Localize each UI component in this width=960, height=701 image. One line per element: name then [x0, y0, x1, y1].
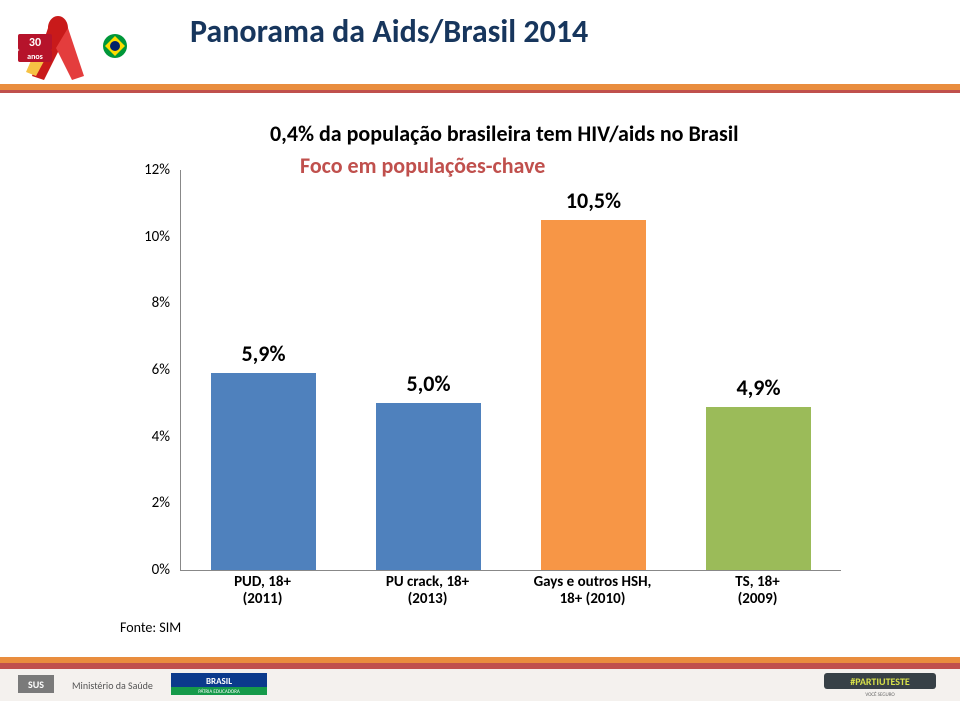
- svg-text:VOCÊ SEGURO: VOCÊ SEGURO: [865, 690, 895, 698]
- svg-text:BRASIL: BRASIL: [206, 676, 232, 687]
- header-logo: 30 anos: [18, 8, 158, 84]
- bar: [541, 220, 646, 570]
- footer-logo-ms: Ministério da Saúde: [72, 679, 153, 692]
- header-rule-red: [0, 90, 960, 93]
- svg-text:SUS: SUS: [28, 678, 44, 691]
- category-label: Gays e outros HSH,18+ (2010): [510, 574, 675, 609]
- logo-30-text: 30: [29, 36, 41, 50]
- bar-chart: 0% 2% 4% 6% 8% 10% 12% 5,9% 5,0% 10,5% 4,9% PUD, …: [120, 150, 860, 610]
- footer-logo-brasil: BRASIL PÁTRIA EDUCADORA: [171, 673, 267, 698]
- slide: 30 anos Panorama da Aids/Brasil 2014 0,4…: [0, 0, 960, 701]
- brasil-gov-icon: BRASIL PÁTRIA EDUCADORA: [171, 673, 267, 695]
- y-tick-label: 0%: [120, 561, 170, 579]
- bar: [211, 373, 316, 570]
- footer-strip: SUS Ministério da Saúde BRASIL PÁTRIA ED…: [0, 669, 960, 701]
- partiuteste-icon: #PARTIUTESTE VOCÊ SEGURO: [820, 669, 940, 699]
- y-tick-label: 6%: [120, 361, 170, 379]
- footer-logo-sus: SUS: [18, 675, 54, 696]
- source-label: Fonte: SIM: [120, 619, 181, 636]
- category-label: PU crack, 18+(2013): [345, 574, 510, 609]
- bar-value-label: 5,0%: [376, 370, 481, 397]
- category-label: PUD, 18+(2011): [180, 574, 345, 609]
- y-tick-label: 2%: [120, 494, 170, 512]
- y-tick-label: 12%: [120, 161, 170, 179]
- page-title: Panorama da Aids/Brasil 2014: [190, 12, 588, 51]
- y-tick-label: 4%: [120, 428, 170, 446]
- bar: [376, 403, 481, 570]
- aids-ribbon-icon: 30 anos: [18, 10, 98, 82]
- svg-text:PÁTRIA EDUCADORA: PÁTRIA EDUCADORA: [198, 688, 240, 695]
- footer-logo-partiuteste: #PARTIUTESTE VOCÊ SEGURO: [820, 669, 940, 701]
- bar: [706, 407, 811, 570]
- y-tick-label: 10%: [120, 228, 170, 246]
- svg-text:#PARTIUTESTE: #PARTIUTESTE: [850, 675, 910, 688]
- bar-value-label: 4,9%: [706, 374, 811, 401]
- y-tick-label: 8%: [120, 294, 170, 312]
- category-label: TS, 18+(2009): [675, 574, 840, 609]
- footer: SUS Ministério da Saúde BRASIL PÁTRIA ED…: [0, 645, 960, 701]
- brazil-flag-icon: [102, 33, 128, 59]
- subtitle-line1: 0,4% da população brasileira tem HIV/aid…: [270, 120, 739, 147]
- sus-icon: SUS: [18, 675, 54, 693]
- bar-value-label: 10,5%: [541, 187, 646, 214]
- plot-area: 5,9% 5,0% 10,5% 4,9%: [180, 170, 841, 571]
- logo-anos-text: anos: [27, 52, 43, 62]
- header: 30 anos Panorama da Aids/Brasil 2014: [0, 0, 960, 94]
- bar-value-label: 5,9%: [211, 340, 316, 367]
